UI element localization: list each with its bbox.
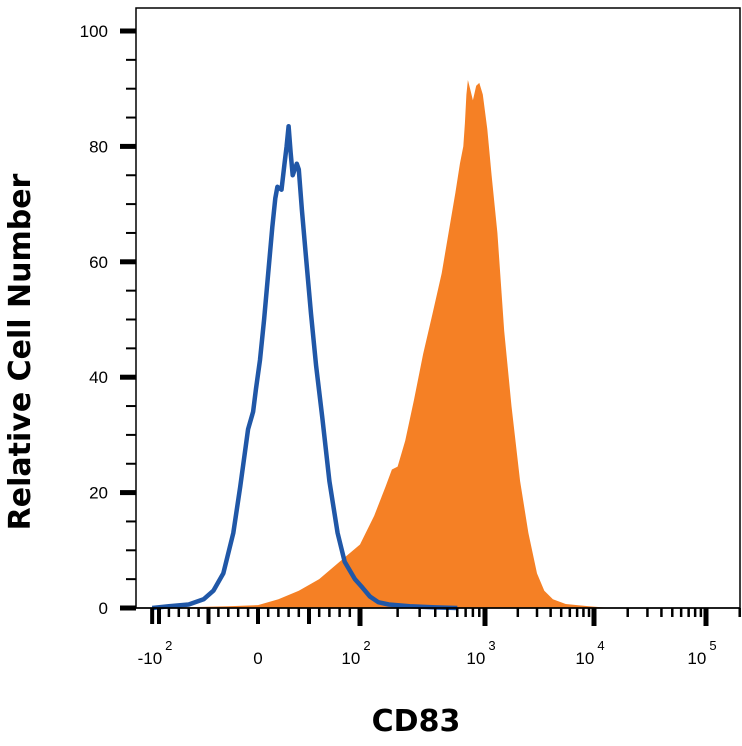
x-tick-label: 105 — [687, 638, 716, 668]
y-tick-label: 40 — [89, 368, 108, 387]
x-tick-label: -102 — [138, 638, 173, 668]
x-axis-title: CD83 — [372, 704, 461, 739]
y-tick-label: 0 — [99, 599, 108, 618]
x-tick-label: 0 — [253, 649, 262, 668]
x-tick-label: 104 — [575, 638, 604, 668]
series-layer — [151, 80, 614, 611]
y-axis: 0 20 40 60 80 100 — [80, 22, 136, 618]
plot-area — [135, 7, 741, 611]
y-tick-label: 100 — [80, 22, 108, 41]
y-tick-label: 60 — [89, 253, 108, 272]
series-0-filled-histogram — [152, 80, 614, 608]
y-tick-label: 20 — [89, 484, 108, 503]
x-tick-label: 103 — [466, 638, 495, 668]
series-1-outline-histogram — [151, 123, 458, 611]
y-axis-title: Relative Cell Number — [3, 173, 38, 530]
y-tick-label: 80 — [89, 137, 108, 156]
x-tick-label: 102 — [341, 638, 370, 668]
x-axis: -102 0 102 103 104 105 — [136, 607, 741, 668]
